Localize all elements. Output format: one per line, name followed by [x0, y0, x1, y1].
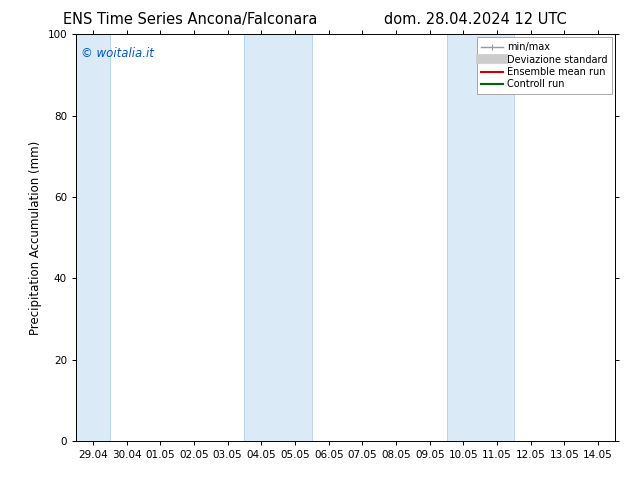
Bar — [245, 34, 312, 441]
Bar — [446, 34, 514, 441]
Legend: min/max, Deviazione standard, Ensemble mean run, Controll run: min/max, Deviazione standard, Ensemble m… — [477, 37, 612, 94]
Text: dom. 28.04.2024 12 UTC: dom. 28.04.2024 12 UTC — [384, 12, 567, 27]
Y-axis label: Precipitation Accumulation (mm): Precipitation Accumulation (mm) — [29, 141, 42, 335]
Bar — [76, 34, 110, 441]
Text: ENS Time Series Ancona/Falconara: ENS Time Series Ancona/Falconara — [63, 12, 318, 27]
Text: © woitalia.it: © woitalia.it — [81, 47, 154, 59]
